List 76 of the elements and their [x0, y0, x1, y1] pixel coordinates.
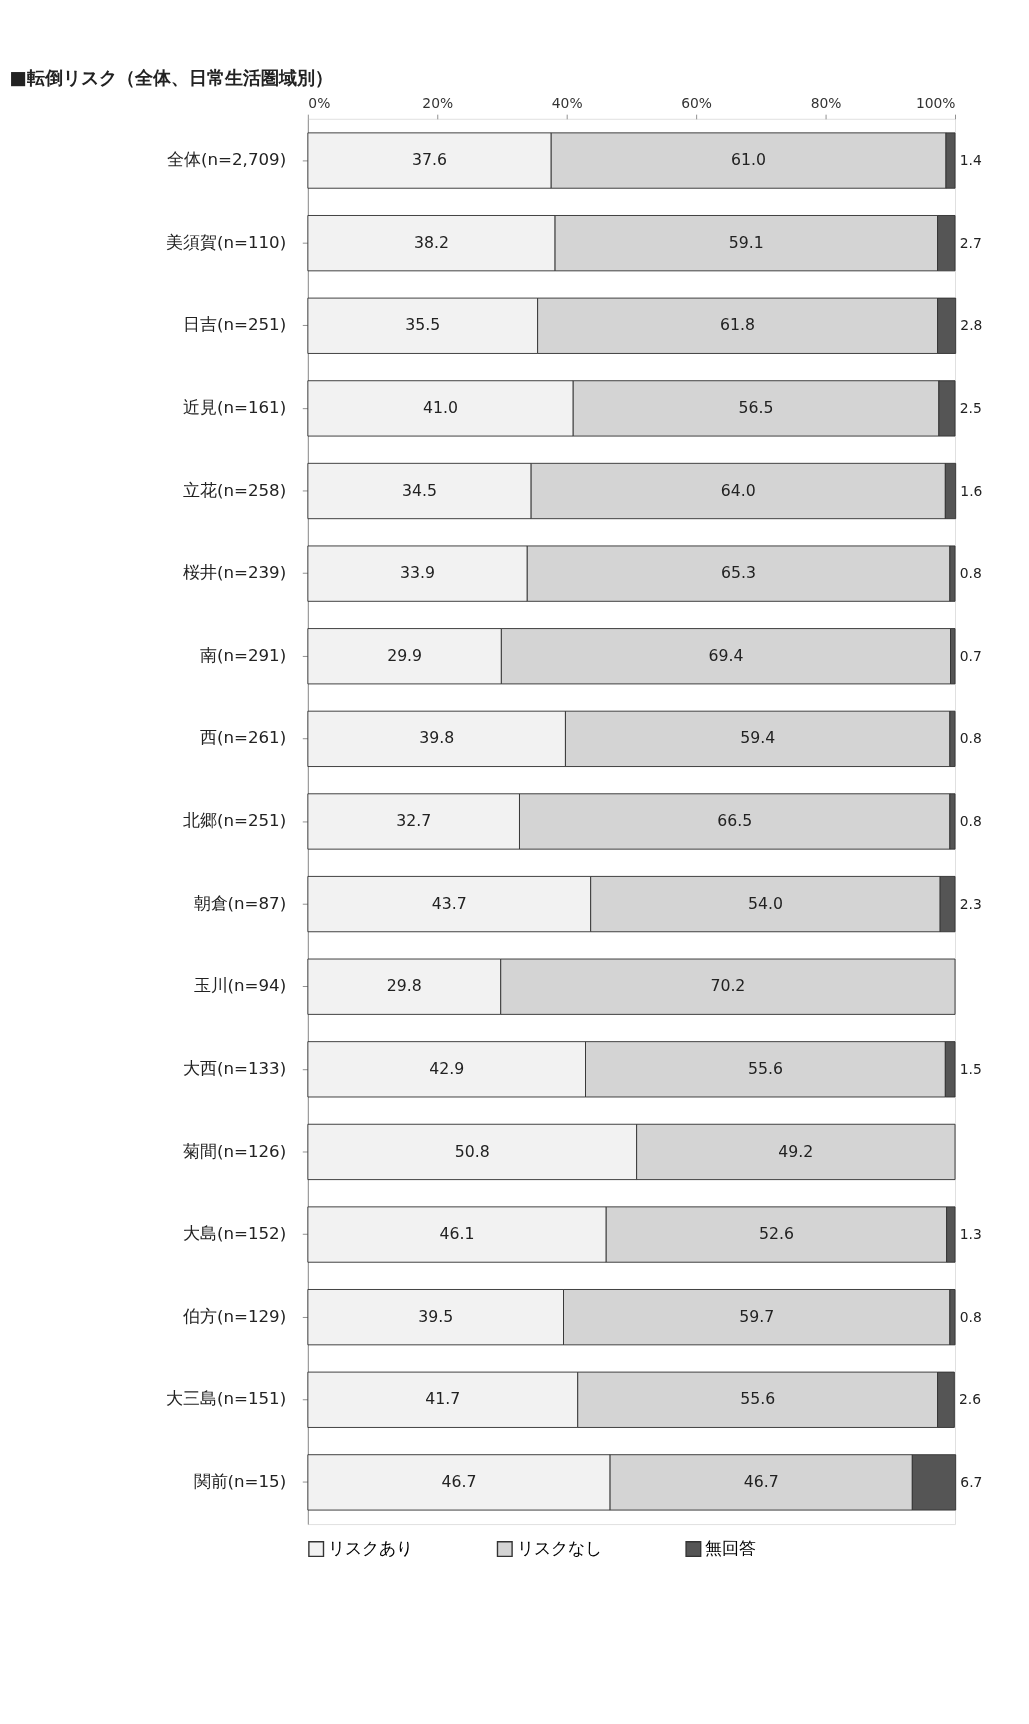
- legend-label: 無回答: [705, 1538, 757, 1558]
- data-label: 59.1: [728, 232, 764, 252]
- data-label: 61.0: [731, 150, 767, 170]
- data-label: 35.5: [405, 315, 441, 335]
- data-label: 2.6: [959, 1391, 982, 1408]
- legend-label: リスクなし: [516, 1538, 602, 1558]
- data-label: 1.6: [960, 482, 983, 499]
- data-label: 38.2: [413, 232, 449, 252]
- chart-title: ■転倒リスク（全体、日常生活圏域別）: [9, 66, 333, 88]
- legend-label: リスクあり: [328, 1538, 414, 1558]
- y-tick-label: 大島(n=152): [182, 1224, 287, 1244]
- y-tick-label: 大西(n=133): [182, 1058, 287, 1078]
- data-label: 0.8: [959, 1308, 982, 1325]
- data-label: 2.5: [959, 400, 982, 417]
- data-label: 0.7: [959, 647, 982, 664]
- x-tick-label: 0%: [308, 95, 331, 112]
- y-tick-label: 伯方(n=129): [181, 1306, 287, 1326]
- data-label: 0.8: [959, 730, 982, 747]
- y-tick-label: 玉川(n=94): [193, 976, 287, 996]
- y-tick-label: 南(n=291): [199, 645, 287, 665]
- data-label: 39.8: [419, 728, 455, 748]
- data-label: 55.6: [740, 1389, 776, 1409]
- data-label: 41.0: [423, 398, 459, 418]
- data-label: 43.7: [431, 893, 467, 913]
- data-label: 46.7: [441, 1472, 477, 1492]
- data-label: 34.5: [402, 480, 437, 500]
- data-label: 2.7: [959, 234, 982, 251]
- data-label: 59.7: [739, 1306, 775, 1326]
- y-tick-label: 桜井(n=239): [182, 563, 287, 583]
- data-label: 0.8: [959, 813, 982, 830]
- y-tick-label: 菊間(n=126): [182, 1141, 287, 1161]
- y-tick-label: 日吉(n=251): [182, 315, 287, 335]
- data-label: 1.4: [959, 152, 982, 169]
- y-tick-label: 全体(n=2,709): [167, 150, 287, 170]
- x-tick-label: 100%: [915, 95, 956, 112]
- y-tick-label: 関前(n=15): [193, 1472, 287, 1492]
- data-label: 59.4: [740, 728, 776, 748]
- data-label: 29.8: [386, 976, 422, 996]
- data-label: 69.4: [708, 645, 744, 665]
- x-tick-label: 60%: [681, 95, 713, 112]
- data-label: 39.5: [418, 1306, 454, 1326]
- data-label: 33.9: [400, 563, 436, 583]
- data-label: 70.2: [710, 976, 746, 996]
- data-label: 1.5: [959, 1060, 982, 1077]
- y-tick-label: 北郷(n=251): [182, 811, 287, 831]
- data-label: 2.8: [960, 317, 983, 334]
- data-label: 61.8: [720, 315, 756, 335]
- data-label: 56.5: [738, 398, 774, 418]
- x-tick-label: 40%: [551, 95, 583, 112]
- data-label: 55.6: [747, 1058, 783, 1078]
- data-label: 46.1: [439, 1224, 475, 1244]
- y-tick-label: 西(n=261): [199, 728, 287, 748]
- data-label: 2.3: [959, 895, 982, 912]
- y-tick-label: 美須賀(n=110): [165, 232, 287, 252]
- data-label: 29.9: [387, 645, 423, 665]
- data-label: 65.3: [721, 563, 757, 583]
- data-label: 46.7: [743, 1472, 779, 1492]
- data-label: 64.0: [720, 480, 756, 500]
- y-tick-label: 立花(n=258): [182, 480, 287, 500]
- data-label: 1.3: [959, 1226, 982, 1243]
- data-label: 41.7: [425, 1389, 461, 1409]
- data-label: 54.0: [747, 893, 783, 913]
- data-label: 32.7: [396, 811, 432, 831]
- data-label: 6.7: [960, 1474, 983, 1491]
- data-label: 50.8: [454, 1141, 490, 1161]
- data-label: 37.6: [412, 150, 448, 170]
- x-tick-label: 20%: [422, 95, 454, 112]
- data-label: 52.6: [758, 1224, 794, 1244]
- x-tick-label: 80%: [810, 95, 842, 112]
- data-label: 49.2: [778, 1141, 814, 1161]
- y-tick-label: 朝倉(n=87): [193, 893, 287, 913]
- data-label: 42.9: [429, 1058, 465, 1078]
- y-tick-label: 近見(n=161): [182, 398, 287, 418]
- data-label: 0.8: [959, 565, 982, 582]
- data-label: 66.5: [717, 811, 753, 831]
- y-tick-label: 大三島(n=151): [165, 1389, 287, 1409]
